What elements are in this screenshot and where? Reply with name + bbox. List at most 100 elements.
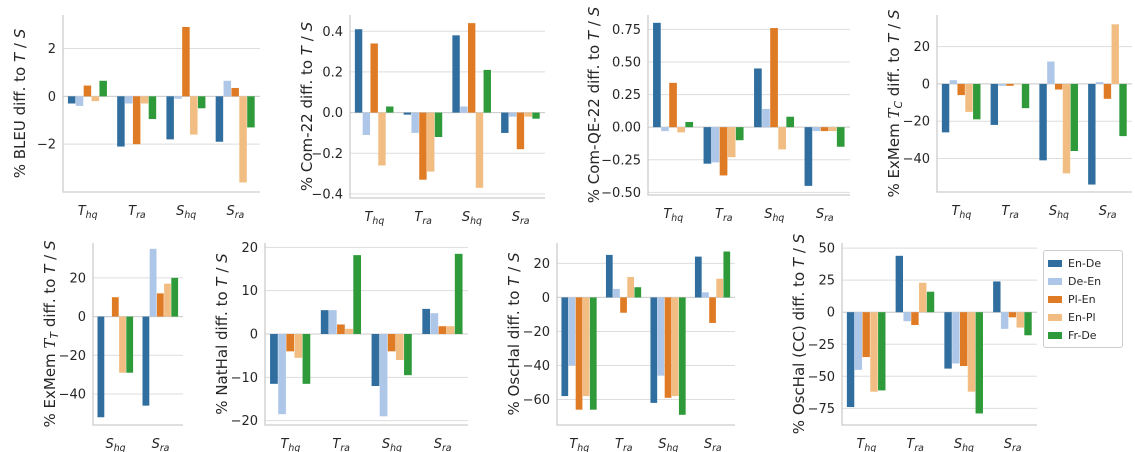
bar-pl-en: [664, 297, 672, 398]
bar-pl-en: [370, 43, 378, 113]
bar-fr-de: [386, 106, 394, 113]
bar-en-de: [166, 96, 174, 140]
x-tick-label: Sra​: [1004, 437, 1022, 452]
bar-fr-de: [171, 277, 179, 317]
x-tick-label: Tra​: [906, 437, 924, 452]
bar-de-en: [613, 288, 620, 298]
y-tick-label: 0: [78, 310, 86, 325]
bar-en-pl: [828, 127, 837, 132]
bar-en-pl: [967, 312, 976, 392]
bar-en-de: [895, 255, 904, 313]
bar-en-de: [653, 22, 661, 128]
bar-pl-en: [467, 23, 476, 113]
x-tick-label: Sra​: [434, 437, 452, 452]
bar-de-en: [508, 112, 517, 117]
bar-fr-de: [878, 312, 886, 391]
y-tick-label: 20: [533, 257, 550, 272]
bar-de-en: [1000, 312, 1009, 329]
bar-en-de: [990, 83, 999, 125]
bar-pl-en: [1103, 83, 1112, 99]
legend-swatch-en-pl: [1048, 313, 1062, 321]
bar-en-de: [142, 316, 150, 406]
y-tick-label: 20: [241, 241, 258, 256]
chart-panel-6: 20 10 0 −10 −20 Thq​ Tra​ Shq​ Sra​ % NatHal diff…: [213, 241, 468, 452]
bar-en-pl: [1014, 83, 1022, 85]
bar-en-de: [650, 297, 658, 403]
x-tick-label: Shq​: [462, 210, 482, 227]
bar-en-pl: [475, 112, 484, 188]
legend-item-de-en: De-En: [1048, 272, 1118, 290]
bar-fr-de: [735, 127, 744, 141]
bar-fr-de: [678, 297, 686, 415]
y-tick-label: 0: [922, 77, 930, 92]
bar-en-de: [403, 112, 412, 115]
axis-frame: [841, 243, 1037, 426]
bar-pl-en: [337, 324, 345, 334]
bar-fr-de: [634, 287, 642, 298]
bar-pl-en: [387, 334, 396, 352]
bar-de-en: [568, 297, 576, 366]
y-tick-label: 0.25: [612, 88, 641, 103]
x-tick-label: Sra​: [704, 437, 722, 452]
x-tick-label: Tra​: [715, 207, 733, 224]
bar-fr-de: [975, 312, 983, 414]
axis-frame: [936, 15, 1132, 193]
y-tick-label: 20: [913, 40, 930, 55]
y-axis-label: % OscHal (CC) diff. to T / S: [790, 233, 808, 434]
bar-de-en: [125, 96, 133, 104]
y-tick-label: −0.25: [601, 153, 641, 168]
x-tick-label: Tra​: [332, 437, 350, 452]
bar-de-en: [278, 334, 286, 415]
bar-en-pl: [427, 112, 435, 172]
bar-pl-en: [438, 326, 447, 334]
bar-fr-de: [434, 112, 443, 137]
bar-fr-de: [589, 297, 597, 410]
bar-en-pl: [965, 83, 973, 112]
x-tick-label: Thq​: [856, 437, 876, 452]
y-tick-label: 0: [250, 328, 258, 343]
bar-en-de: [993, 281, 1001, 313]
bar-de-en: [328, 310, 337, 334]
bar-en-pl: [677, 127, 685, 133]
x-tick-label: Shq​: [954, 437, 974, 452]
chart-panel-3: 0.75 0.50 0.25 0.00 −0.25 −0.50 Thq​ Tra​ Shq​ Sr…: [585, 6, 850, 224]
x-tick-label: Shq​: [658, 437, 678, 452]
bar-en-pl: [1111, 24, 1119, 84]
bar-fr-de: [973, 83, 981, 120]
bar-de-en: [711, 127, 720, 163]
y-tick-label: 0.50: [612, 55, 641, 70]
x-tick-label: Sra​: [512, 210, 530, 227]
bar-pl-en: [575, 297, 583, 410]
bar-pl-en: [957, 83, 965, 96]
bar-en-de: [694, 256, 702, 298]
bar-pl-en: [182, 26, 190, 97]
bar-en-de: [452, 35, 460, 113]
y-tick-label: 0.00: [612, 121, 641, 136]
legend-label-de-en: De-En: [1068, 274, 1102, 288]
bar-en-pl: [446, 326, 455, 334]
bar-pl-en: [1006, 83, 1014, 86]
y-tick-label: −0.50: [601, 186, 641, 201]
y-tick-label: 0.75: [612, 23, 641, 38]
bar-en-pl: [378, 112, 386, 166]
bar-pl-en: [83, 85, 92, 97]
bar-pl-en: [709, 297, 716, 323]
bar-de-en: [149, 248, 157, 317]
chart-panel-8: 50 25 0 −25 −50 −75 Thq​ Tra​ Shq​ Sra​ % OscHal (…: [790, 233, 1037, 452]
bar-fr-de: [926, 291, 935, 313]
y-tick-label: 0.2: [322, 65, 343, 80]
y-tick-label: 0: [48, 90, 56, 105]
bar-pl-en: [620, 297, 627, 313]
y-tick-label: 10: [241, 284, 258, 299]
bar-en-pl: [190, 96, 198, 135]
legend-label-en-de: En-De: [1068, 256, 1102, 270]
bar-fr-de: [353, 255, 362, 334]
bar-fr-de: [483, 69, 491, 113]
bar-fr-de: [1070, 83, 1078, 152]
y-tick-label: −0.4: [311, 187, 343, 202]
x-tick-label: Shq​: [382, 437, 402, 452]
x-tick-label: Thq​: [364, 210, 384, 227]
bar-en-pl: [1062, 83, 1071, 174]
legend-swatch-fr-de: [1048, 331, 1062, 339]
y-tick-label: 0: [827, 306, 835, 321]
